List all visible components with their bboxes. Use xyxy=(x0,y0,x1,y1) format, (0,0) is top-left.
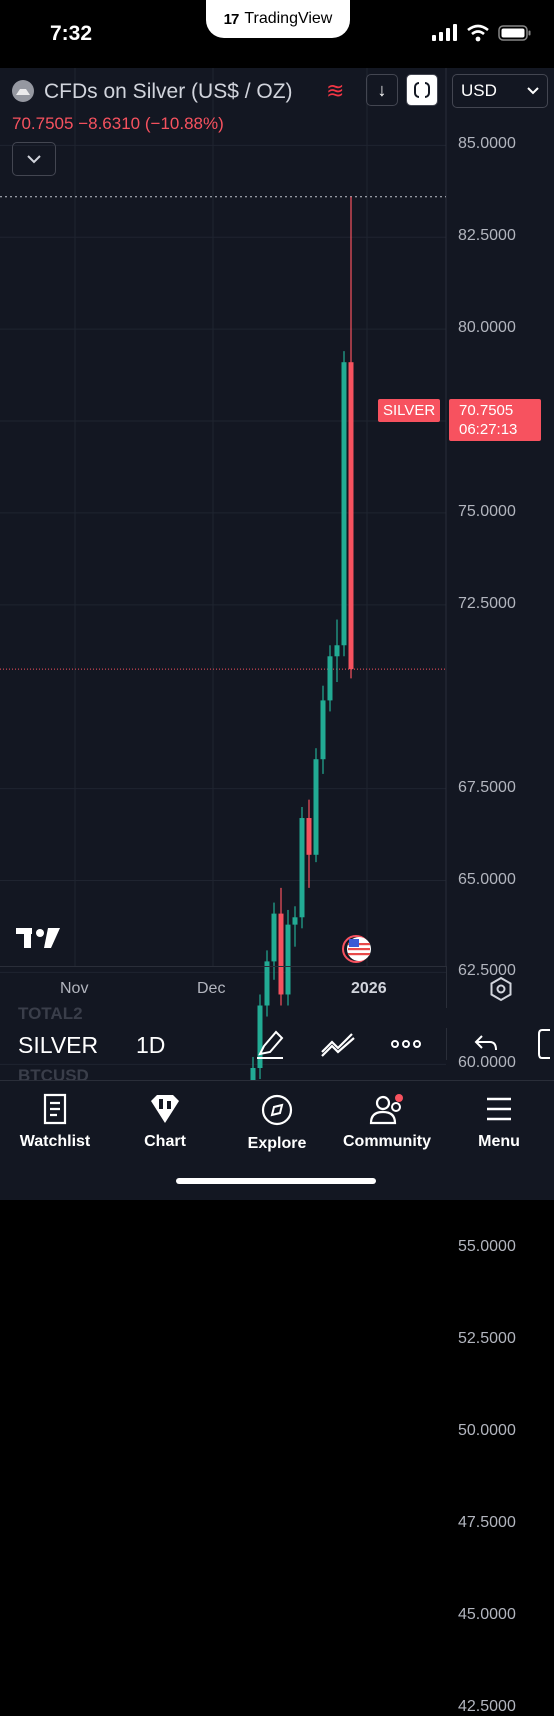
price-tick-label: 50.0000 xyxy=(458,1422,516,1440)
pill-label: TradingView xyxy=(244,10,332,28)
quote-last-price: 70.7505 xyxy=(12,114,73,133)
cellular-signal-icon xyxy=(432,24,458,42)
candle-body xyxy=(272,914,277,962)
tradingview-logo-icon: 17 xyxy=(224,11,239,28)
chart-header: CFDs on Silver (US$ / OZ) ≋ ↓ USD xyxy=(0,68,554,112)
price-tick-label: 55.0000 xyxy=(458,1238,516,1256)
price-tick-label: 82.5000 xyxy=(458,227,516,245)
nav-watchlist[interactable]: Watchlist xyxy=(0,1093,110,1151)
undo-icon[interactable] xyxy=(472,1030,500,1056)
battery-icon xyxy=(498,24,532,42)
download-button[interactable]: ↓ xyxy=(366,74,398,106)
silver-symbol-icon xyxy=(12,80,34,102)
axis-divider xyxy=(446,966,447,1008)
price-tick-label: 80.0000 xyxy=(458,319,516,337)
chevron-down-icon xyxy=(26,154,42,164)
candle-body xyxy=(321,700,326,759)
chart-icon xyxy=(147,1093,183,1125)
candle-body xyxy=(307,818,312,855)
explore-icon xyxy=(260,1093,294,1127)
nav-explore[interactable]: Explore xyxy=(222,1093,332,1153)
quote-change: −8.6310 xyxy=(78,114,140,133)
chart-settings-icon[interactable] xyxy=(488,976,514,1002)
candle-body xyxy=(314,759,319,855)
quote-change-pct: (−10.88%) xyxy=(145,114,224,133)
status-time: 7:32 xyxy=(50,22,92,46)
candle-body xyxy=(293,917,298,924)
symbol-price-tag: SILVER xyxy=(378,399,440,422)
nav-chart-label: Chart xyxy=(144,1133,186,1150)
arrow-down-icon: ↓ xyxy=(378,80,387,101)
community-icon xyxy=(368,1093,406,1125)
candle-body xyxy=(349,362,354,669)
nav-explore-label: Explore xyxy=(248,1135,307,1152)
price-tick-label: 60.0000 xyxy=(458,1054,516,1072)
ghost-symbol-top: TOTAL2 xyxy=(18,1004,83,1024)
price-tick-label: 52.5000 xyxy=(458,1330,516,1348)
home-indicator xyxy=(176,1178,376,1184)
price-tick-label: 65.0000 xyxy=(458,871,516,889)
tradingview-app: CFDs on Silver (US$ / OZ) ≋ ↓ USD 70.750… xyxy=(0,68,554,1199)
candle-body xyxy=(335,645,340,656)
time-tick-2026: 2026 xyxy=(351,980,387,998)
price-tick-label: 72.5000 xyxy=(458,595,516,613)
price-tick-label: 47.5000 xyxy=(458,1514,516,1532)
drawing-tools-icon[interactable] xyxy=(254,1028,286,1060)
indicators-icon[interactable] xyxy=(320,1030,356,1058)
nav-menu[interactable]: Menu xyxy=(444,1093,554,1151)
tradingview-watermark-icon xyxy=(16,926,62,950)
time-tick-nov: Nov xyxy=(60,980,88,998)
toolbar-divider xyxy=(446,1028,447,1060)
currency-value: USD xyxy=(461,81,497,101)
candle-body xyxy=(342,362,347,645)
currency-select[interactable]: USD xyxy=(452,74,548,108)
fullscreen-icon xyxy=(413,81,431,99)
fullscreen-button[interactable] xyxy=(406,74,438,106)
price-tick-label: 85.0000 xyxy=(458,135,516,153)
collapse-legend-button[interactable] xyxy=(12,142,56,176)
price-quote: 70.7505 −8.6310 (−10.88%) xyxy=(12,114,224,134)
toolbar-interval-button[interactable]: 1D xyxy=(136,1032,165,1059)
menu-icon xyxy=(484,1093,514,1125)
price-tick-label: 75.0000 xyxy=(458,503,516,521)
price-tick-label: 45.0000 xyxy=(458,1606,516,1624)
price-tick-label: 42.5000 xyxy=(458,1698,516,1716)
symbol-title[interactable]: CFDs on Silver (US$ / OZ) xyxy=(44,80,293,104)
toolbar-symbol-button[interactable]: SILVER xyxy=(18,1032,98,1059)
nav-community[interactable]: Community xyxy=(332,1093,442,1151)
redo-icon[interactable] xyxy=(536,1028,554,1060)
candle-body xyxy=(328,656,333,700)
more-options-icon[interactable] xyxy=(390,1034,424,1054)
price-tick-label: 67.5000 xyxy=(458,779,516,797)
candle-body xyxy=(300,818,305,917)
watchlist-icon xyxy=(41,1093,69,1125)
time-tick-dec: Dec xyxy=(197,980,225,998)
realtime-wave-icon: ≋ xyxy=(326,78,344,104)
nav-watchlist-label: Watchlist xyxy=(20,1133,91,1150)
us-economic-event-icon[interactable] xyxy=(340,934,376,964)
wifi-icon xyxy=(466,24,490,42)
last-price-tag: 70.7505 06:27:13 xyxy=(449,399,541,441)
status-bar: 7:32 17 TradingView xyxy=(0,0,554,68)
tradingview-pill[interactable]: 17 TradingView xyxy=(206,0,350,38)
last-price-value: 70.7505 xyxy=(459,401,541,420)
status-icons xyxy=(432,24,532,42)
nav-chart[interactable]: Chart xyxy=(110,1093,220,1151)
bar-countdown: 06:27:13 xyxy=(459,420,541,439)
nav-menu-label: Menu xyxy=(478,1133,520,1150)
nav-community-label: Community xyxy=(343,1133,431,1150)
chevron-down-icon xyxy=(527,87,539,95)
